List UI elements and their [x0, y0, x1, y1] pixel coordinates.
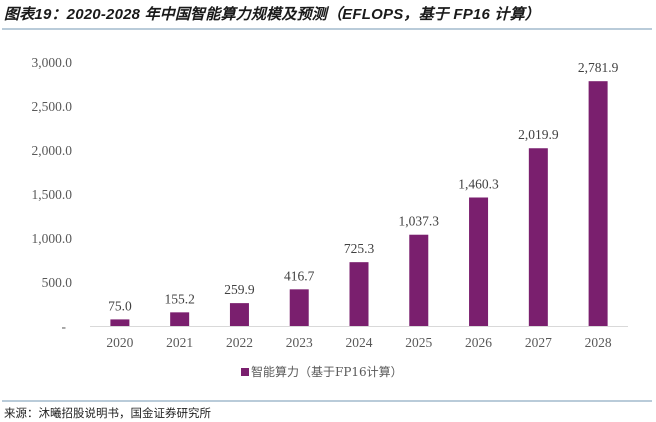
- y-tick-label: 1,500.0: [32, 187, 73, 202]
- x-tick-label: 2021: [166, 335, 193, 350]
- source-divider: [2, 400, 652, 402]
- bar-2023: [289, 289, 309, 326]
- bar-2027: [528, 148, 548, 326]
- data-label-2024: 725.3: [344, 241, 375, 256]
- bar-2028: [588, 81, 608, 326]
- data-label-2023: 416.7: [284, 268, 315, 283]
- title-divider: [2, 28, 652, 30]
- bar-2020: [110, 319, 130, 326]
- legend-swatch-icon: [241, 367, 249, 376]
- y-tick-label: 500.0: [42, 275, 73, 290]
- y-tick-label: 3,000.0: [32, 55, 73, 70]
- chart-title: 图表19：2020-2028 年中国智能算力规模及预测（EFLOPS，基于 FP…: [4, 6, 540, 23]
- x-axis: 2020 2021 2022 2023 2024 2025 2026 2027 2028: [106, 335, 611, 350]
- y-axis: - 500.0 1,000.0 1,500.0 2,000.0 2,500.0 3,000.…: [32, 55, 73, 334]
- data-label-2026: 1,460.3: [458, 176, 499, 191]
- bar-2022: [229, 303, 249, 326]
- data-label-2021: 155.2: [164, 291, 194, 306]
- x-tick-label: 2026: [465, 335, 492, 350]
- data-label-2020: 75.0: [108, 298, 132, 313]
- data-label-2028: 2,781.9: [578, 60, 619, 75]
- bar-2024: [349, 262, 369, 326]
- bars-group: [110, 81, 608, 326]
- x-tick-label: 2020: [106, 335, 133, 350]
- y-tick-label: 1,000.0: [32, 231, 73, 246]
- x-tick-label: 2028: [585, 335, 612, 350]
- data-label-2022: 259.9: [224, 282, 255, 297]
- x-tick-label: 2025: [405, 335, 432, 350]
- legend: 智能算力（基于FP16计算）: [241, 363, 403, 380]
- x-tick-label: 2027: [525, 335, 552, 350]
- x-tick-label: 2023: [286, 335, 313, 350]
- bar-2021: [170, 312, 190, 326]
- bar-2026: [469, 197, 489, 326]
- data-label-2027: 2,019.9: [518, 127, 559, 142]
- x-tick-label: 2022: [226, 335, 253, 350]
- legend-label: 智能算力（基于FP16计算）: [251, 365, 403, 379]
- data-labels-group: 75.0 155.2 259.9 416.7 725.3 1,037.3 1,460.3 2,…: [108, 60, 619, 313]
- y-tick-label: -: [62, 319, 67, 334]
- bar-2025: [409, 234, 429, 326]
- y-tick-label: 2,500.0: [32, 99, 73, 114]
- y-tick-label: 2,000.0: [32, 143, 73, 158]
- data-label-2025: 1,037.3: [399, 214, 440, 229]
- x-tick-label: 2024: [346, 335, 373, 350]
- source-note: 来源：沐曦招股说明书，国金证券研究所: [4, 406, 211, 420]
